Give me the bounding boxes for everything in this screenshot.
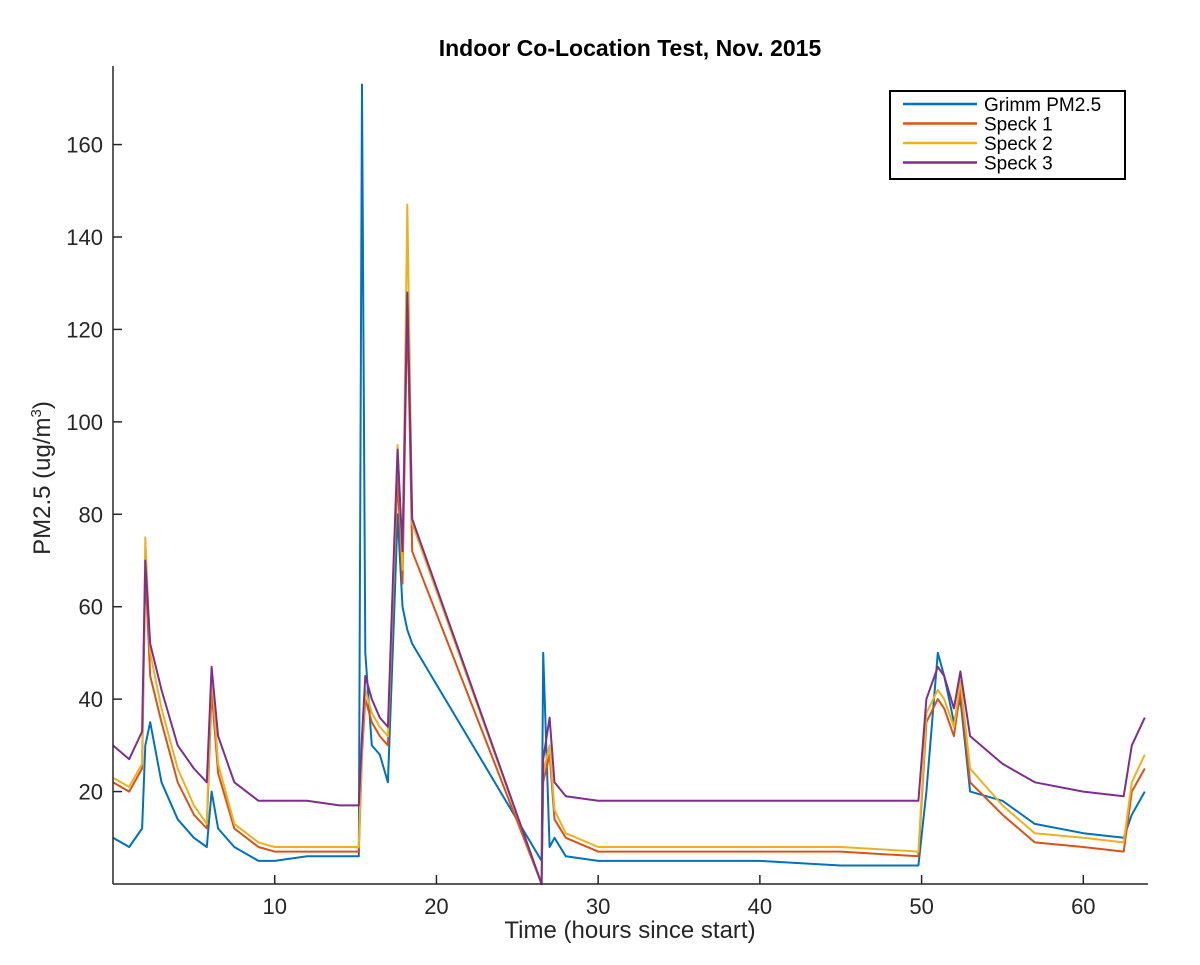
x-tick-label: 60 [1071, 894, 1095, 919]
x-tick-label: 50 [909, 894, 933, 919]
series-line-speck-3 [112, 291, 1146, 885]
x-tick-label: 10 [262, 894, 286, 919]
legend-label: Speck 3 [984, 154, 1053, 175]
x-tick-label: 20 [424, 894, 448, 919]
x-axis-title: Time (hours since start) [504, 917, 755, 944]
y-tick-label: 80 [79, 502, 103, 527]
y-tick-label: 100 [66, 410, 103, 435]
series-line-grimm-pm2-5 [112, 83, 1146, 867]
y-ticks: 20 40 60 80 100 120 140 160 [66, 133, 122, 805]
y-tick-label: 20 [79, 780, 103, 805]
x-tick-label: 40 [748, 894, 772, 919]
legend-label: Speck 2 [984, 134, 1053, 155]
series-line-speck-1 [112, 305, 1146, 885]
series-line-speck-2 [112, 203, 1146, 885]
y-axis-title-main: PM2.5 (ug/m [29, 417, 56, 554]
y-tick-label: 160 [66, 133, 103, 158]
y-tick-label: 120 [66, 317, 103, 342]
y-axis-title: PM2.5 (ug/m3) [28, 401, 56, 555]
legend-box [889, 90, 1126, 180]
series-group [112, 83, 1146, 885]
chart-title: Indoor Co-Location Test, Nov. 2015 [439, 35, 822, 61]
legend-label: Speck 1 [984, 115, 1053, 136]
y-tick-label: 140 [66, 225, 103, 250]
legend-label: Grimm PM2.5 [984, 95, 1101, 116]
y-tick-label: 40 [79, 687, 103, 712]
y-axis-title-suffix: ) [29, 401, 56, 409]
y-axis-title-superscript: 3 [28, 409, 45, 417]
x-ticks: 10 20 30 40 50 60 [262, 875, 1096, 919]
y-tick-label: 60 [79, 595, 103, 620]
x-tick-label: 30 [586, 894, 610, 919]
